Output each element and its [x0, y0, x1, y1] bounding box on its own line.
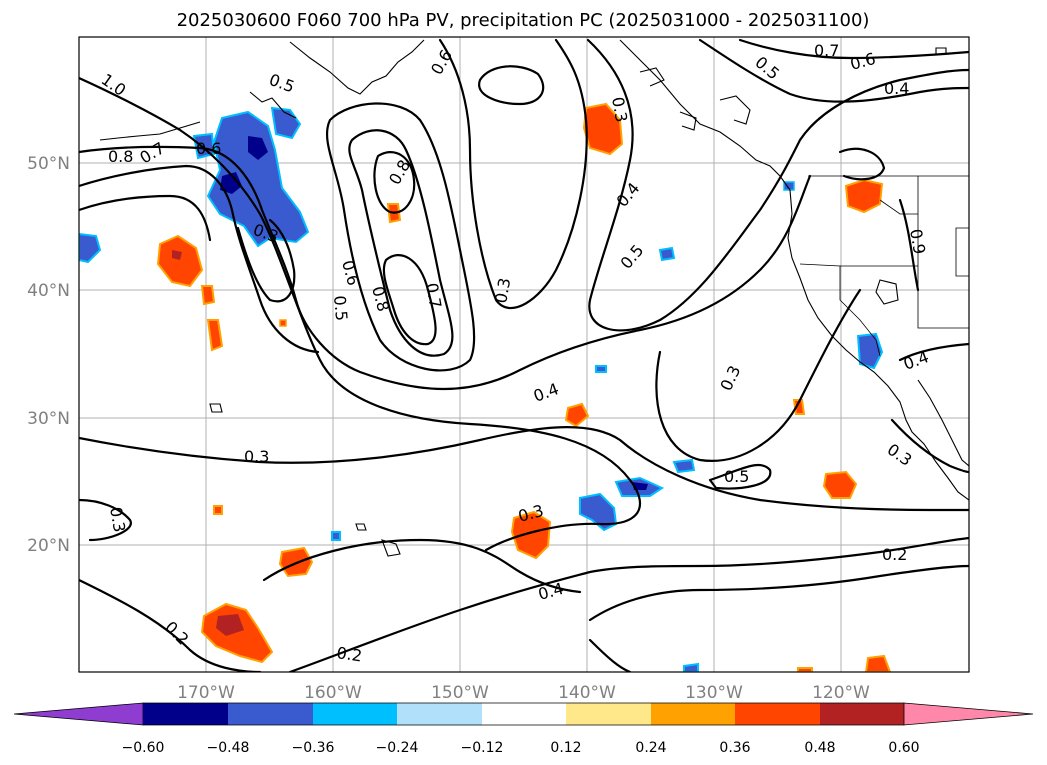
- colorbar-label: 0.12: [550, 740, 581, 756]
- contour-label: 0.3: [491, 276, 514, 304]
- colorbar-label: 0.24: [635, 740, 666, 756]
- colorbar-extend-max: [903, 702, 1034, 726]
- political-borders: [799, 175, 969, 357]
- contour-label: 0.3: [244, 447, 269, 466]
- lon-label-140w: 140°W: [558, 683, 616, 703]
- figure-title: 2025030600 F060 700 hPa PV, precipitatio…: [177, 10, 870, 31]
- colorbar-label: 0.36: [719, 740, 750, 756]
- colorbar-segment: [143, 703, 228, 725]
- contour-label: 0.6: [848, 49, 878, 74]
- contour-label: 0.5: [617, 241, 648, 273]
- colorbar-label: −0.12: [461, 740, 504, 756]
- contour-label: 0.2: [335, 643, 363, 665]
- colorbar-segment: [313, 703, 397, 725]
- contour-label: 0.5: [751, 53, 783, 84]
- lon-labels: 170°W 160°W 150°W 140°W 130°W 120°W: [177, 683, 870, 703]
- colorbar-segment: [735, 703, 820, 725]
- contour-label: 1.0: [98, 70, 130, 100]
- contour-label: 0.7: [422, 281, 445, 309]
- contour-label: 0.4: [884, 79, 909, 98]
- plot-area: 1.0 0.8 0.7 0.6 0.5 0.3 0.6 0.8 0.6 0.5 …: [79, 37, 969, 672]
- lat-labels: 50°N 40°N 30°N 20°N: [27, 154, 70, 556]
- lat-label-30n: 30°N: [27, 409, 70, 429]
- contour-label: 0.2: [161, 617, 192, 648]
- contour-label: 0.9: [906, 227, 929, 255]
- colorbar-segment: [651, 703, 735, 725]
- contour-label: 0.5: [267, 70, 297, 97]
- contour-label: 0.2: [882, 545, 907, 564]
- contour-label: 0.3: [106, 505, 129, 533]
- contour-label: 0.7: [814, 41, 839, 60]
- precip-positive-areas: [156, 102, 892, 672]
- contour-label: 0.8: [108, 147, 133, 166]
- lon-label-170w: 170°W: [177, 683, 235, 703]
- contour-label: 0.3: [716, 363, 744, 394]
- colorbar-segment: [566, 703, 651, 725]
- lon-label-130w: 130°W: [685, 683, 743, 703]
- colorbar-label: 0.48: [804, 740, 835, 756]
- lon-label-160w: 160°W: [304, 683, 362, 703]
- gridlines: [79, 37, 969, 672]
- colorbar-label: −0.36: [292, 740, 335, 756]
- colorbar: −0.60 −0.48 −0.36 −0.24 −0.12 0.12 0.24 …: [13, 702, 1034, 756]
- lat-label-20n: 20°N: [27, 536, 70, 556]
- colorbar-segment: [482, 703, 566, 725]
- colorbar-label: −0.24: [376, 740, 419, 756]
- contour-label: 0.3: [884, 440, 916, 470]
- contour-label: 0.6: [338, 258, 363, 288]
- colorbar-segment: [397, 703, 482, 725]
- colorbar-extend-min: [13, 702, 144, 726]
- colorbar-segment: [820, 703, 904, 725]
- lat-label-50n: 50°N: [27, 154, 70, 174]
- contour-label: 0.6: [427, 46, 456, 78]
- contour-label: 0.3: [608, 95, 631, 123]
- lat-label-40n: 40°N: [27, 281, 70, 301]
- contour-label: 0.6: [196, 139, 221, 158]
- coastlines: [99, 39, 969, 557]
- plot-frame: [78, 36, 970, 673]
- contour-label: 0.5: [724, 467, 749, 486]
- lon-label-120w: 120°W: [812, 683, 870, 703]
- colorbar-label: −0.48: [207, 740, 250, 756]
- lon-label-150w: 150°W: [431, 683, 489, 703]
- pv-contours: [79, 38, 969, 672]
- colorbar-label: −0.60: [122, 740, 165, 756]
- colorbar-label: 0.60: [888, 740, 919, 756]
- contour-label: 0.4: [531, 379, 561, 406]
- contour-label: 0.5: [330, 295, 351, 322]
- contour-label: 0.4: [613, 179, 644, 211]
- contour-label: 0.8: [368, 284, 393, 314]
- colorbar-segment: [228, 703, 313, 725]
